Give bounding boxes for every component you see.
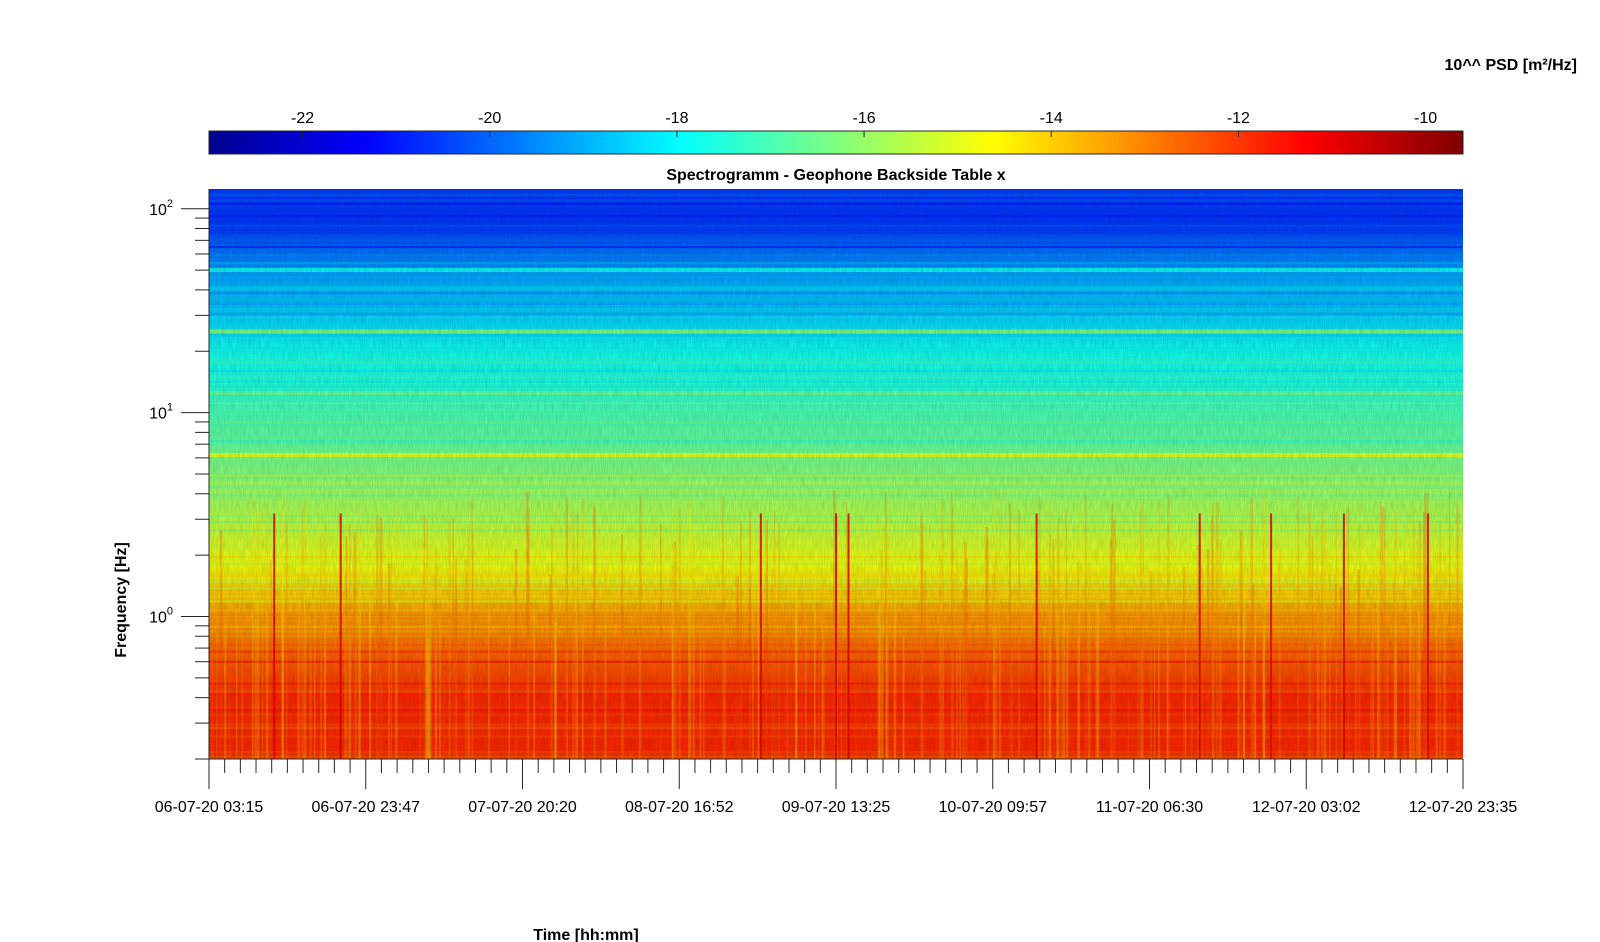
y-axis-label: Frequency [Hz] [113,542,130,658]
x-tick-label: 10-07-20 09:57 [938,799,1047,816]
colorbar-ticks: -22 -20 -18 -16 -14 -12 -10 [291,110,1437,137]
colorbar-tick-label: -14 [1040,110,1063,127]
y-tick-label: 102 [149,198,173,219]
x-tick-label: 12-07-20 03:02 [1252,799,1361,816]
colorbar-tick-label: -12 [1227,110,1250,127]
plot-area [209,189,1463,759]
chart-title: Spectrogramm - Geophone Backside Table x [666,167,1005,184]
x-tick-label: 12-07-20 23:35 [1409,799,1518,816]
x-tick-label: 09-07-20 13:25 [782,799,891,816]
x-tick-label: 11-07-20 06:30 [1096,799,1203,816]
colorbar-tick-label: -10 [1414,110,1437,127]
colorbar-frame [208,130,1464,155]
y-tick-label: 100 [149,606,173,627]
y-axis: 100 101 102 [149,189,210,760]
colorbar-tick-label: -20 [478,110,501,127]
colorbar-gradient [209,131,1463,154]
x-tick-label: 08-07-20 16:52 [625,799,734,816]
x-axis-label: Time [hh:mm] [533,927,638,942]
colorbar-tick-label: -18 [665,110,688,127]
colorbar-label: 10^^ PSD [m²/Hz] [1445,57,1577,74]
x-axis: 06-07-20 03:15 06-07-20 23:47 07-07-20 20:… [155,758,1518,816]
colorbar-tick-label: -16 [853,110,876,127]
x-tick-label: 06-07-20 03:15 [155,799,264,816]
colorbar: -22 -20 -18 -16 -14 -12 -10 [208,110,1464,155]
colorbar-tick-label: -22 [291,110,314,127]
texture-overlay [209,189,1463,759]
y-tick-label: 101 [149,402,173,423]
x-tick-label: 06-07-20 23:47 [311,799,420,816]
x-tick-label: 07-07-20 20:20 [468,799,577,816]
